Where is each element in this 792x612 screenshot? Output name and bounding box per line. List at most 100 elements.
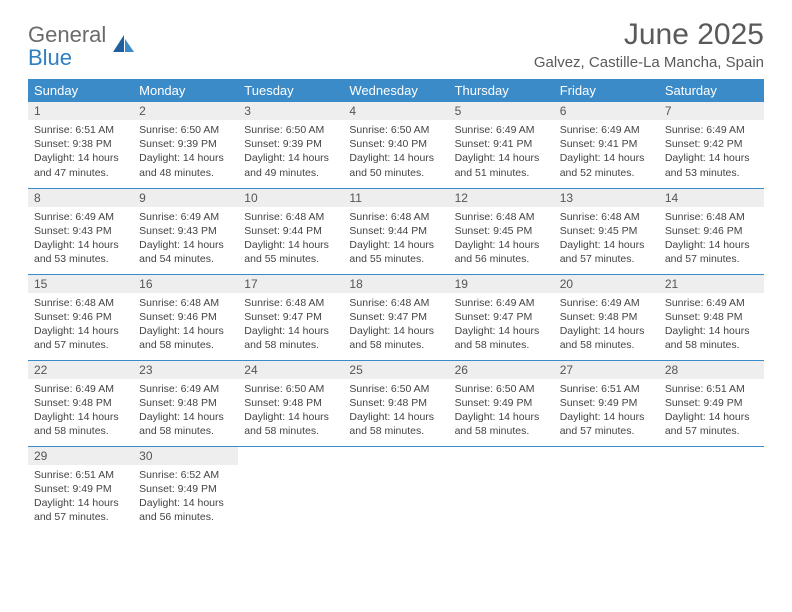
day-number: 26 (449, 361, 554, 379)
sunset-line: Sunset: 9:45 PM (560, 224, 653, 238)
sunset-line: Sunset: 9:45 PM (455, 224, 548, 238)
calendar-day-cell (554, 446, 659, 532)
calendar-week-row: 22Sunrise: 6:49 AMSunset: 9:48 PMDayligh… (28, 360, 764, 446)
day-number: 10 (238, 189, 343, 207)
daylight-line: Daylight: 14 hours and 52 minutes. (560, 151, 653, 179)
sunrise-line: Sunrise: 6:49 AM (34, 382, 127, 396)
sunset-line: Sunset: 9:39 PM (244, 137, 337, 151)
sunrise-line: Sunrise: 6:49 AM (560, 123, 653, 137)
daylight-line: Daylight: 14 hours and 53 minutes. (34, 238, 127, 266)
day-details: Sunrise: 6:50 AMSunset: 9:48 PMDaylight:… (238, 379, 343, 445)
sunset-line: Sunset: 9:47 PM (349, 310, 442, 324)
sunrise-line: Sunrise: 6:49 AM (455, 296, 548, 310)
daylight-line: Daylight: 14 hours and 57 minutes. (665, 238, 758, 266)
calendar-day-cell: 7Sunrise: 6:49 AMSunset: 9:42 PMDaylight… (659, 102, 764, 188)
daylight-line: Daylight: 14 hours and 57 minutes. (34, 324, 127, 352)
calendar-day-cell: 27Sunrise: 6:51 AMSunset: 9:49 PMDayligh… (554, 360, 659, 446)
sunrise-line: Sunrise: 6:48 AM (349, 210, 442, 224)
sunset-line: Sunset: 9:48 PM (560, 310, 653, 324)
day-details: Sunrise: 6:50 AMSunset: 9:49 PMDaylight:… (449, 379, 554, 445)
day-details: Sunrise: 6:50 AMSunset: 9:39 PMDaylight:… (238, 120, 343, 186)
sunrise-line: Sunrise: 6:52 AM (139, 468, 232, 482)
day-details: Sunrise: 6:48 AMSunset: 9:45 PMDaylight:… (554, 207, 659, 273)
day-number: 18 (343, 275, 448, 293)
sunset-line: Sunset: 9:44 PM (244, 224, 337, 238)
calendar-day-cell (238, 446, 343, 532)
day-details: Sunrise: 6:48 AMSunset: 9:47 PMDaylight:… (343, 293, 448, 359)
weekday-header: Monday (133, 79, 238, 102)
calendar-day-cell: 3Sunrise: 6:50 AMSunset: 9:39 PMDaylight… (238, 102, 343, 188)
calendar-day-cell: 14Sunrise: 6:48 AMSunset: 9:46 PMDayligh… (659, 188, 764, 274)
calendar-day-cell: 1Sunrise: 6:51 AMSunset: 9:38 PMDaylight… (28, 102, 133, 188)
sunrise-line: Sunrise: 6:50 AM (244, 382, 337, 396)
sunset-line: Sunset: 9:49 PM (665, 396, 758, 410)
weekday-header: Sunday (28, 79, 133, 102)
calendar-day-cell: 12Sunrise: 6:48 AMSunset: 9:45 PMDayligh… (449, 188, 554, 274)
sunrise-line: Sunrise: 6:49 AM (34, 210, 127, 224)
calendar-day-cell: 6Sunrise: 6:49 AMSunset: 9:41 PMDaylight… (554, 102, 659, 188)
sunrise-line: Sunrise: 6:50 AM (349, 382, 442, 396)
sunrise-line: Sunrise: 6:49 AM (665, 296, 758, 310)
day-number: 8 (28, 189, 133, 207)
calendar-day-cell: 20Sunrise: 6:49 AMSunset: 9:48 PMDayligh… (554, 274, 659, 360)
calendar-day-cell: 10Sunrise: 6:48 AMSunset: 9:44 PMDayligh… (238, 188, 343, 274)
calendar-week-row: 15Sunrise: 6:48 AMSunset: 9:46 PMDayligh… (28, 274, 764, 360)
sunset-line: Sunset: 9:39 PM (139, 137, 232, 151)
calendar-day-cell: 30Sunrise: 6:52 AMSunset: 9:49 PMDayligh… (133, 446, 238, 532)
day-number: 6 (554, 102, 659, 120)
calendar-day-cell: 9Sunrise: 6:49 AMSunset: 9:43 PMDaylight… (133, 188, 238, 274)
day-details: Sunrise: 6:50 AMSunset: 9:48 PMDaylight:… (343, 379, 448, 445)
calendar-day-cell: 4Sunrise: 6:50 AMSunset: 9:40 PMDaylight… (343, 102, 448, 188)
sunset-line: Sunset: 9:46 PM (139, 310, 232, 324)
brand-word-2: Blue (28, 45, 72, 70)
location-text: Galvez, Castille-La Mancha, Spain (534, 54, 764, 71)
day-details: Sunrise: 6:49 AMSunset: 9:43 PMDaylight:… (28, 207, 133, 273)
day-details: Sunrise: 6:49 AMSunset: 9:42 PMDaylight:… (659, 120, 764, 186)
sunrise-line: Sunrise: 6:50 AM (349, 123, 442, 137)
day-number: 14 (659, 189, 764, 207)
day-number: 27 (554, 361, 659, 379)
day-details: Sunrise: 6:51 AMSunset: 9:38 PMDaylight:… (28, 120, 133, 186)
calendar-day-cell: 16Sunrise: 6:48 AMSunset: 9:46 PMDayligh… (133, 274, 238, 360)
day-number: 4 (343, 102, 448, 120)
day-number: 15 (28, 275, 133, 293)
calendar-week-row: 8Sunrise: 6:49 AMSunset: 9:43 PMDaylight… (28, 188, 764, 274)
sunset-line: Sunset: 9:49 PM (455, 396, 548, 410)
day-details: Sunrise: 6:51 AMSunset: 9:49 PMDaylight:… (28, 465, 133, 531)
sunrise-line: Sunrise: 6:51 AM (560, 382, 653, 396)
calendar-week-row: 29Sunrise: 6:51 AMSunset: 9:49 PMDayligh… (28, 446, 764, 532)
sunrise-line: Sunrise: 6:49 AM (455, 123, 548, 137)
brand-word-1: General (28, 22, 106, 47)
day-number: 11 (343, 189, 448, 207)
brand-logo: General Blue (28, 24, 136, 70)
day-number: 3 (238, 102, 343, 120)
day-number: 29 (28, 447, 133, 465)
sunrise-line: Sunrise: 6:51 AM (34, 123, 127, 137)
sunset-line: Sunset: 9:48 PM (244, 396, 337, 410)
calendar-day-cell: 5Sunrise: 6:49 AMSunset: 9:41 PMDaylight… (449, 102, 554, 188)
sunrise-line: Sunrise: 6:49 AM (665, 123, 758, 137)
sunrise-line: Sunrise: 6:48 AM (349, 296, 442, 310)
sunrise-line: Sunrise: 6:49 AM (139, 210, 232, 224)
calendar-day-cell (343, 446, 448, 532)
day-number: 25 (343, 361, 448, 379)
day-number: 5 (449, 102, 554, 120)
sunset-line: Sunset: 9:47 PM (455, 310, 548, 324)
sunset-line: Sunset: 9:46 PM (665, 224, 758, 238)
calendar-day-cell (659, 446, 764, 532)
day-number: 24 (238, 361, 343, 379)
daylight-line: Daylight: 14 hours and 58 minutes. (244, 410, 337, 438)
calendar-day-cell: 24Sunrise: 6:50 AMSunset: 9:48 PMDayligh… (238, 360, 343, 446)
calendar-day-cell (449, 446, 554, 532)
day-number: 1 (28, 102, 133, 120)
daylight-line: Daylight: 14 hours and 55 minutes. (349, 238, 442, 266)
sunset-line: Sunset: 9:48 PM (34, 396, 127, 410)
sunrise-line: Sunrise: 6:49 AM (139, 382, 232, 396)
day-details: Sunrise: 6:51 AMSunset: 9:49 PMDaylight:… (659, 379, 764, 445)
weekday-header: Saturday (659, 79, 764, 102)
day-number: 2 (133, 102, 238, 120)
day-details: Sunrise: 6:49 AMSunset: 9:47 PMDaylight:… (449, 293, 554, 359)
day-number: 30 (133, 447, 238, 465)
sunset-line: Sunset: 9:44 PM (349, 224, 442, 238)
day-details: Sunrise: 6:48 AMSunset: 9:46 PMDaylight:… (28, 293, 133, 359)
